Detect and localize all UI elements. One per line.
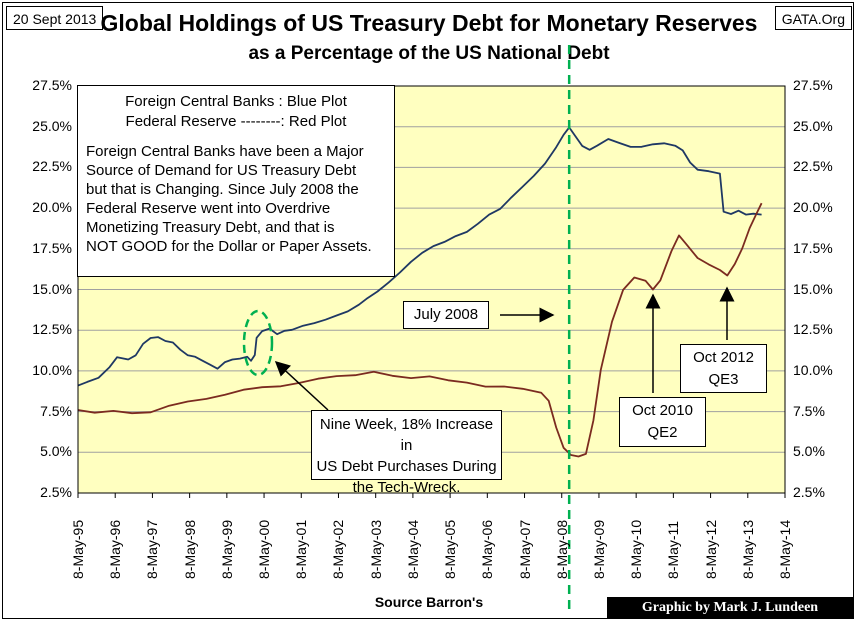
x-tick-label: 8-May-02 (330, 519, 347, 579)
series-line-foreign_cb (77, 126, 762, 387)
legend-body-2: but that is Changing. Since July 2008 th… (86, 181, 359, 198)
techwreck-line-1: US Debt Purchases During (316, 458, 497, 475)
x-tick-label: 8-May-00 (256, 519, 273, 579)
techwreck-note: Nine Week, 18% Increase in US Debt Purch… (311, 410, 502, 496)
y-tick-label-right: 17.5% (793, 239, 833, 256)
legend-body-0: Foreign Central Banks have been a Major (86, 143, 364, 160)
y-tick-label-right: 10.0% (793, 361, 833, 378)
x-tick-label: 8-May-05 (442, 519, 459, 579)
y-tick-label-right: 2.5% (793, 484, 825, 500)
x-tick-label: 8-May-09 (590, 519, 607, 579)
qe3-note: Oct 2012 QE3 (680, 344, 767, 393)
chart-subtitle: as a Percentage of the US National Debt (248, 43, 610, 64)
y-tick-label-right: 5.0% (793, 443, 825, 460)
y-tick-label-right: 25.0% (793, 117, 833, 134)
y-tick-label-left: 2.5% (40, 484, 72, 500)
qe2-line-1: QE2 (647, 424, 678, 441)
y-tick-label-left: 20.0% (32, 199, 72, 216)
qe2-line-0: Oct 2010 (632, 402, 693, 419)
legend-body-1: Source of Demand for US Treasury Debt (86, 162, 357, 179)
legend-body-3: Federal Reserve went into Overdrive (86, 200, 331, 217)
y-tick-label-left: 22.5% (32, 158, 72, 175)
y-tick-label-left: 17.5% (32, 239, 72, 256)
legend-line-red: Federal Reserve --------: Red Plot (125, 113, 347, 130)
x-tick-label: 8-May-98 (181, 519, 198, 579)
techwreck-highlight-ellipse (242, 309, 274, 377)
legend-body-4: Monetizing Treasury Debt, and that is (86, 219, 335, 236)
july-2008-label: July 2008 (403, 301, 489, 329)
x-tick-label: 8-May-03 (367, 519, 384, 579)
plot-border (77, 85, 786, 494)
x-tick-label: 8-May-13 (739, 519, 756, 579)
x-tick-label: 8-May-96 (107, 519, 124, 579)
qe3-line-1: QE3 (708, 371, 739, 388)
x-tick-label: 8-May-95 (70, 519, 86, 579)
x-tick-label: 8-May-12 (702, 519, 719, 579)
y-tick-label-left: 25.0% (32, 117, 72, 134)
y-tick-label-right: 22.5% (793, 158, 833, 175)
chart-title: Global Holdings of US Treasury Debt for … (100, 10, 758, 36)
x-tick-label: 8-May-10 (628, 519, 645, 579)
qe3-line-0: Oct 2012 (693, 349, 754, 366)
x-tick-label: 8-May-14 (777, 519, 793, 579)
annotation-arrows (274, 286, 735, 411)
site-label: GATA.Org (774, 6, 852, 30)
x-tick-label: 8-May-08 (553, 519, 570, 579)
techwreck-line-2: the Tech-Wreck. (352, 479, 461, 496)
series-group (77, 126, 763, 458)
legend-note-box: Foreign Central Banks : Blue Plot Federa… (77, 85, 395, 277)
y-tick-label-right: 27.5% (793, 77, 833, 93)
legend-body-5: NOT GOOD for the Dollar or Paper Assets. (86, 238, 372, 255)
legend-line-blue: Foreign Central Banks : Blue Plot (125, 93, 347, 110)
y-tick-label-left: 10.0% (32, 361, 72, 378)
y-tick-label-left: 15.0% (32, 280, 72, 297)
y-tick-label-left: 7.5% (40, 402, 72, 419)
arrow-techwreck (274, 360, 329, 411)
techwreck-line-0: Nine Week, 18% Increase in (319, 416, 494, 454)
y-tick-label-right: 7.5% (793, 402, 825, 419)
x-tick-label: 8-May-04 (404, 519, 421, 579)
y-tick-label-left: 5.0% (40, 443, 72, 460)
y-tick-label-right: 15.0% (793, 280, 833, 297)
y-tick-label-left: 12.5% (32, 321, 72, 338)
credit-badge: Graphic by Mark J. Lundeen (607, 597, 853, 619)
series-line-fed (77, 202, 763, 458)
x-tick-label: 8-May-97 (144, 519, 161, 579)
x-tick-label: 8-May-99 (218, 519, 235, 579)
qe2-note: Oct 2010 QE2 (619, 397, 706, 447)
y-tick-label-right: 12.5% (793, 321, 833, 338)
source-label: Source Barron's (374, 594, 484, 610)
x-tick-label: 8-May-07 (516, 519, 533, 579)
date-label: 20 Sept 2013 (6, 6, 104, 30)
x-tick-label: 8-May-01 (293, 519, 310, 579)
y-tick-label-left: 27.5% (32, 77, 72, 93)
y-tick-label-right: 20.0% (793, 199, 833, 216)
x-tick-label: 8-May-11 (665, 520, 682, 579)
x-tick-label: 8-May-06 (479, 519, 496, 579)
